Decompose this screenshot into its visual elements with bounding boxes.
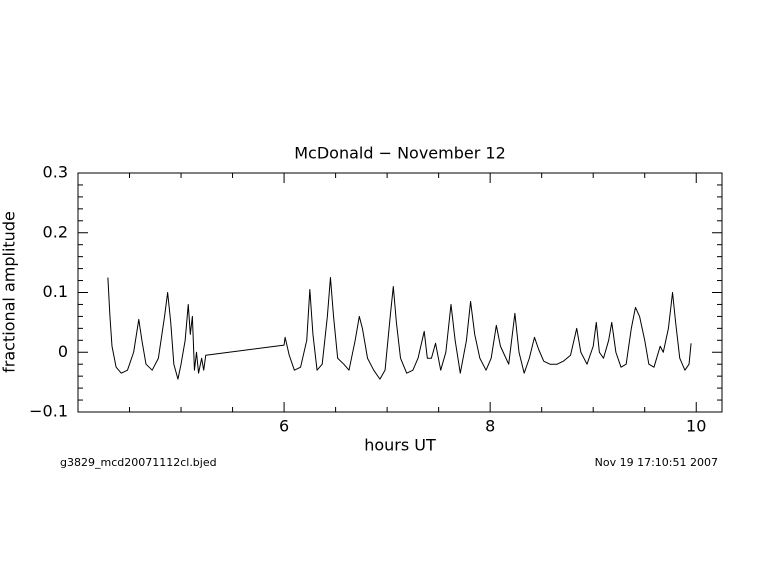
- x-tick-label: 8: [485, 417, 495, 436]
- chart-title: McDonald − November 12: [294, 144, 506, 163]
- x-axis-label: hours UT: [364, 436, 436, 455]
- y-tick-label: −0.1: [29, 402, 68, 421]
- y-tick-label: 0.3: [43, 163, 68, 182]
- y-tick-label: 0.2: [43, 222, 68, 241]
- light-curve: [107, 277, 692, 380]
- x-tick-label: 6: [279, 417, 289, 436]
- y-tick-label: 0.1: [43, 282, 68, 301]
- footer-right: Nov 19 17:10:51 2007: [595, 456, 718, 469]
- footer-left: g3829_mcd20071112cl.bjed: [60, 456, 217, 469]
- plot-frame: [77, 172, 723, 413]
- x-tick-label: 10: [686, 417, 706, 436]
- y-tick-label: 0: [58, 342, 68, 361]
- y-axis-label: fractional amplitude: [0, 211, 19, 373]
